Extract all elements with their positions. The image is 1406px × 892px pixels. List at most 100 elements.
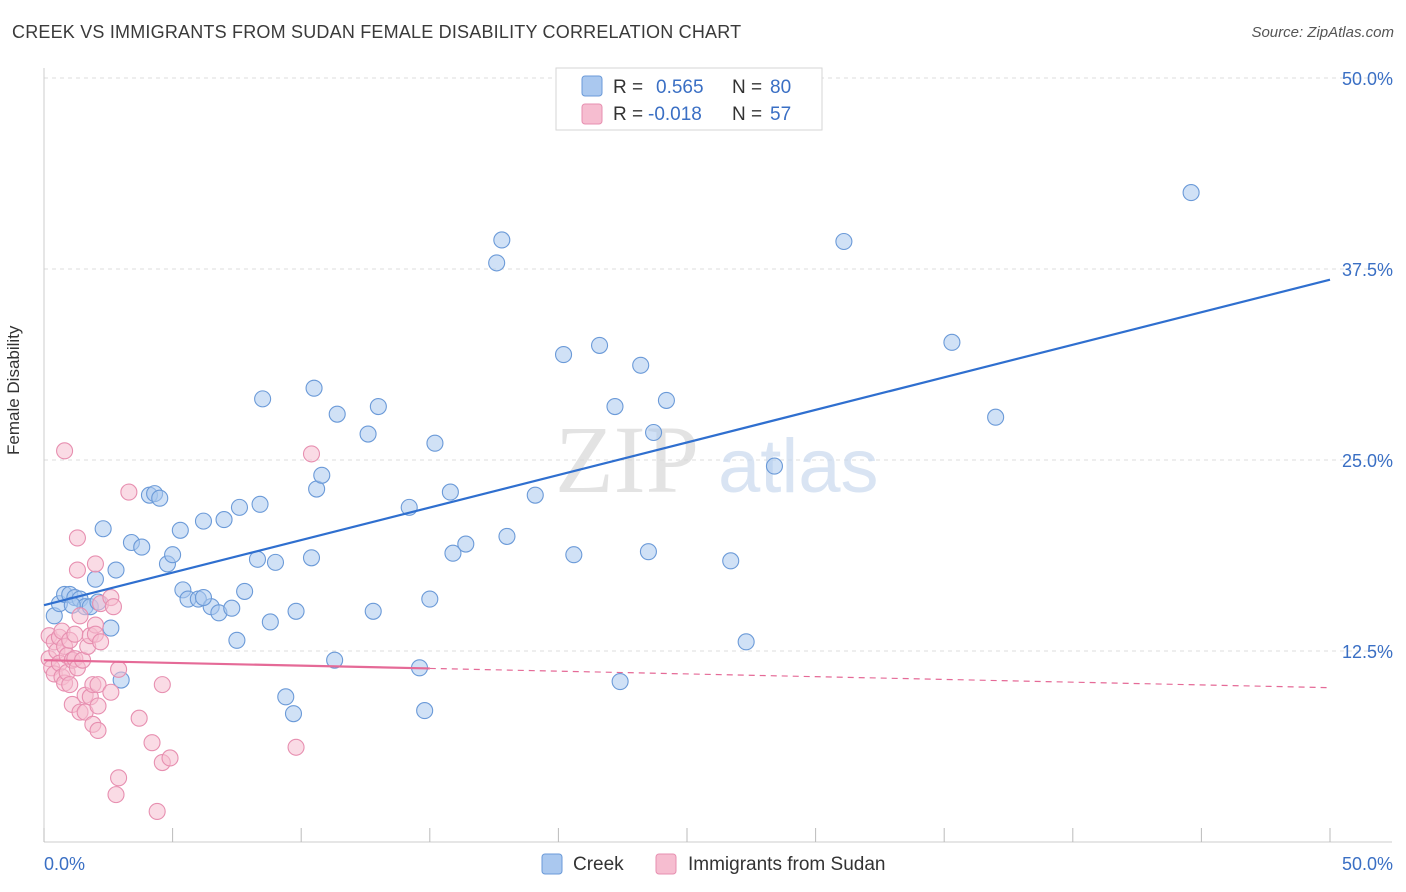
creek-point xyxy=(421,590,439,608)
axes xyxy=(43,68,1392,843)
legend-n-label-creek: N = xyxy=(732,77,762,98)
sudan-point xyxy=(89,697,107,715)
creek-point xyxy=(493,231,511,249)
creek-point xyxy=(765,457,783,475)
creek-point xyxy=(94,520,112,538)
y-tick-label: 50.0% xyxy=(1342,69,1393,89)
watermark: ZIP atlas xyxy=(555,406,879,513)
creek-point xyxy=(194,588,213,607)
sudan-point xyxy=(120,483,138,501)
legend: R = 0.565 N = 80 R = -0.018 N = 57 xyxy=(555,67,823,131)
creek-point xyxy=(565,546,583,564)
creek-point xyxy=(639,543,657,561)
creek-point xyxy=(305,379,323,397)
x-tick-label: 50.0% xyxy=(1342,854,1393,874)
creek-point xyxy=(107,561,125,579)
creek-point xyxy=(416,702,434,720)
bottom-legend-label-sudan: Immigrants from Sudan xyxy=(688,854,885,875)
legend-r-value-sudan: -0.018 xyxy=(648,104,702,125)
trend-lines xyxy=(43,278,1331,689)
grid-lines xyxy=(44,77,1392,652)
creek-point xyxy=(236,582,254,600)
creek-point xyxy=(277,688,295,706)
creek-point xyxy=(194,512,213,530)
creek-point xyxy=(657,391,675,409)
sudan-point xyxy=(161,749,179,767)
legend-swatch-creek xyxy=(581,75,603,97)
creek-point xyxy=(364,602,382,620)
creek-point xyxy=(302,549,321,567)
creek-point xyxy=(591,336,609,354)
sudan-trend-line-solid xyxy=(43,659,430,670)
bottom-legend-swatch-sudan xyxy=(655,853,677,875)
legend-swatch-sudan xyxy=(581,103,603,125)
creek-point xyxy=(943,333,961,351)
sudan-point xyxy=(89,721,107,740)
sudan-point xyxy=(107,786,125,804)
legend-n-label-sudan: N = xyxy=(732,104,762,125)
x-tick-label: 0.0% xyxy=(44,854,85,874)
legend-r-label-sudan: R = xyxy=(613,104,643,125)
creek-point xyxy=(215,511,233,529)
creek-point xyxy=(1182,184,1200,202)
tick-labels: 12.5% 25.0% 37.5% 50.0% 0.0% 50.0% xyxy=(44,69,1393,874)
creek-point xyxy=(632,356,650,374)
creek-point xyxy=(171,521,189,539)
sudan-point xyxy=(86,555,104,573)
watermark-atlas: atlas xyxy=(718,424,879,509)
creek-point xyxy=(488,254,506,272)
creek-point xyxy=(526,486,544,504)
bottom-legend: Creek Immigrants from Sudan xyxy=(541,853,885,875)
creek-point xyxy=(722,552,740,570)
y-tick-label: 12.5% xyxy=(1342,642,1393,662)
sudan-point xyxy=(153,676,171,694)
legend-n-value-sudan: 57 xyxy=(770,104,791,125)
data-points xyxy=(40,184,1200,820)
sudan-point xyxy=(302,445,321,463)
creek-point xyxy=(444,544,462,562)
legend-r-value-creek: 0.565 xyxy=(656,77,704,98)
sudan-point xyxy=(66,625,84,643)
sudan-point xyxy=(130,709,148,727)
sudan-point xyxy=(110,660,128,678)
creek-point xyxy=(554,346,573,364)
bottom-legend-swatch-creek xyxy=(541,853,563,875)
creek-point xyxy=(261,613,279,631)
watermark-zip: ZIP xyxy=(555,406,699,513)
creek-point xyxy=(498,527,516,545)
source-label: Source: ZipAtlas.com xyxy=(1251,24,1394,41)
creek-point xyxy=(426,434,444,452)
creek-point xyxy=(606,397,624,416)
sudan-point xyxy=(102,683,120,701)
sudan-point xyxy=(143,734,161,752)
sudan-point xyxy=(148,802,166,820)
sudan-point xyxy=(92,633,110,651)
sudan-point xyxy=(287,738,305,756)
legend-n-value-creek: 80 xyxy=(770,77,791,98)
creek-point xyxy=(611,673,629,691)
sudan-point xyxy=(61,676,79,694)
creek-point xyxy=(230,498,249,516)
y-tick-label: 25.0% xyxy=(1342,451,1393,471)
creek-point xyxy=(251,495,269,513)
sudan-point xyxy=(104,598,122,616)
legend-r-label-creek: R = xyxy=(613,77,643,98)
creek-point xyxy=(835,232,853,251)
creek-point xyxy=(326,651,344,669)
creek-point xyxy=(284,705,303,723)
creek-point xyxy=(248,550,267,568)
creek-point xyxy=(987,408,1005,426)
sudan-point xyxy=(71,607,89,625)
sudan-point xyxy=(110,769,128,787)
creek-point xyxy=(254,390,272,408)
sudan-point xyxy=(68,529,86,547)
creek-point xyxy=(313,466,331,484)
creek-point xyxy=(328,405,346,423)
creek-point xyxy=(133,538,151,556)
sudan-point xyxy=(56,442,74,460)
creek-point xyxy=(151,489,169,507)
creek-point xyxy=(369,397,387,416)
creek-point xyxy=(737,633,755,651)
sudan-point xyxy=(89,676,107,694)
